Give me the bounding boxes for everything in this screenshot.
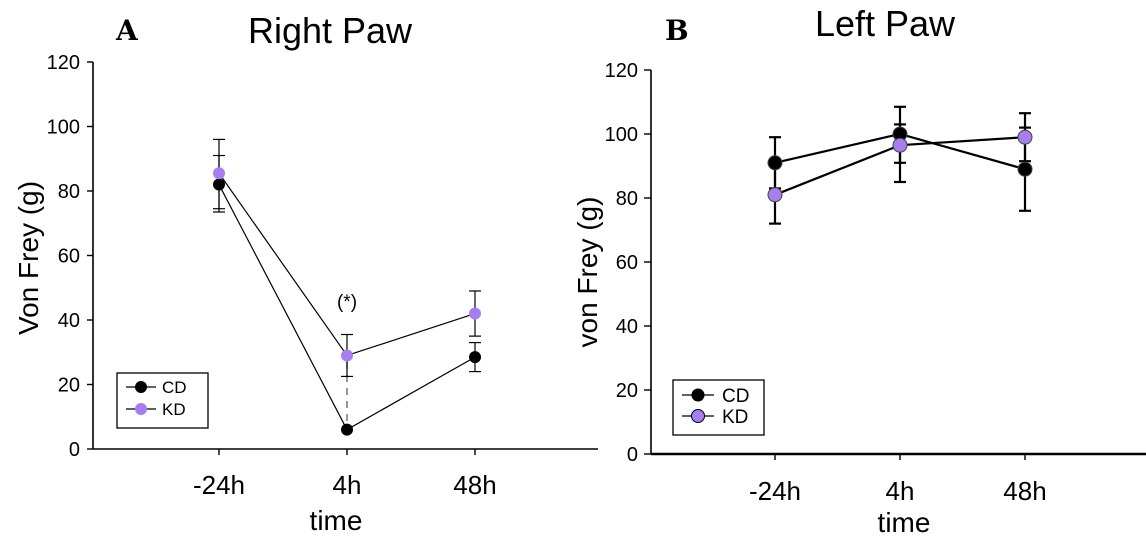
y-axis-label-a: Von Frey (g) — [13, 181, 44, 335]
legend-label-kd-b: KD — [722, 407, 748, 428]
legend-frame-b — [672, 379, 765, 436]
panel-label-a: A — [115, 14, 139, 47]
legend-label-cd-a: CD — [162, 378, 187, 397]
y-tick-label-a: 120 — [47, 52, 80, 74]
data-point-cd-a — [469, 351, 481, 364]
legend-marker-cd-b — [691, 388, 705, 402]
data-point-kd-b — [767, 187, 783, 203]
x-tick-label-a: 48h — [453, 470, 496, 500]
series-line-kd-a — [218, 172, 476, 357]
legend-marker-cd-a — [135, 381, 147, 393]
data-point-kd-a — [469, 307, 481, 320]
legend-label-cd-b: CD — [722, 386, 749, 407]
legend-b: CD KD — [672, 379, 765, 436]
x-axis-label-b: time — [878, 507, 931, 538]
y-tick-label-b: 0 — [627, 444, 638, 466]
legend-label-kd-a: KD — [162, 400, 186, 419]
y-tick-label-a: 20 — [58, 375, 80, 397]
data-point-cd-b — [767, 155, 783, 171]
data-point-cd-b — [1017, 161, 1033, 177]
legend-a: CD KD — [116, 372, 209, 429]
panel-b: B Left Paw time von Frey (g) CD KD 0 20 40… — [572, 3, 1146, 538]
data-point-kd-a — [341, 349, 353, 362]
data-point-kd-a — [213, 167, 225, 180]
panel-a: A Right Paw time Von Frey (g) (*) CD KD … — [13, 10, 598, 536]
y-tick-label-b: 100 — [605, 124, 638, 146]
chart-title-b: Left Paw — [815, 3, 956, 44]
y-tick-label-b: 80 — [616, 188, 638, 210]
y-tick-label-a: 40 — [58, 310, 80, 332]
x-tick-label-b: -24h — [749, 476, 801, 506]
x-tick-label-b: 4h — [886, 476, 915, 506]
y-axis-label-b: von Frey (g) — [572, 197, 603, 348]
data-point-cd-a — [341, 423, 353, 436]
x-tick-label-a: -24h — [193, 470, 245, 500]
y-tick-label-b: 120 — [605, 60, 638, 82]
y-tick-label-a: 100 — [47, 117, 80, 139]
x-tick-label-b: 48h — [1003, 476, 1046, 506]
y-tick-label-b: 40 — [616, 316, 638, 338]
y-tick-label-a: 80 — [58, 181, 80, 203]
data-point-kd-b — [1017, 129, 1033, 145]
chart-title-a: Right Paw — [248, 10, 413, 51]
y-tick-label-b: 60 — [616, 252, 638, 274]
annotation-significance: (*) — [337, 292, 357, 313]
legend-frame-a — [116, 372, 209, 429]
data-point-kd-b — [892, 137, 908, 153]
legend-marker-kd-a — [135, 403, 147, 415]
y-tick-label-a: 60 — [58, 246, 80, 268]
panel-label-b: B — [665, 14, 689, 47]
y-tick-label-a: 0 — [69, 439, 80, 461]
x-axis-label-a: time — [310, 505, 363, 536]
legend-marker-kd-b — [691, 409, 705, 423]
y-tick-label-b: 20 — [616, 380, 638, 402]
data-point-cd-a — [213, 178, 225, 191]
x-tick-label-a: 4h — [333, 470, 362, 500]
